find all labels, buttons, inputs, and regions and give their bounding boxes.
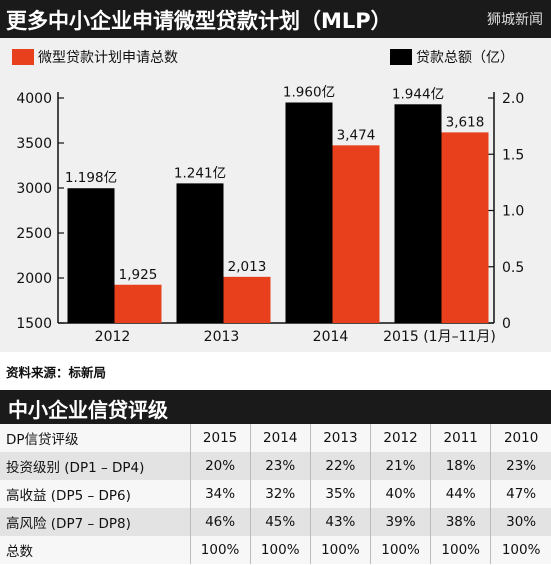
legend-label-applications: 微型贷款计划申请总数: [38, 50, 178, 66]
left-tick-label: 2500: [16, 226, 52, 242]
table-cell: 18%: [430, 452, 491, 480]
bar-loan-total: [394, 104, 442, 323]
table-cell: 22%: [309, 452, 371, 480]
legend-loan-total: 贷款总额（亿）: [390, 47, 514, 67]
table-row: 投资级别 (DP1 – DP4) 20% 23% 22% 21% 18% 23%: [0, 452, 551, 480]
row-label: 投资级别 (DP1 – DP4): [0, 452, 190, 480]
legend-swatch-applications: [12, 49, 34, 65]
bar-loan-total: [67, 188, 115, 323]
table-cell: 44%: [430, 480, 491, 508]
x-tick-label: 2012: [95, 329, 131, 345]
bar-loan-total: [285, 102, 333, 323]
legend-applications: 微型贷款计划申请总数: [12, 47, 178, 67]
data-label-applications: 1,925: [119, 267, 158, 283]
table-cell: 100%: [430, 536, 491, 564]
header-cell: 2013: [309, 424, 371, 452]
title-bar: 更多中小企业申请微型贷款计划（MLP） 狮城新闻: [0, 0, 551, 38]
source-logo: 狮城新闻: [487, 12, 543, 28]
left-tick-label: 2000: [16, 271, 52, 287]
x-tick-label: 2013: [204, 329, 240, 345]
table-cell: 100%: [309, 536, 371, 564]
bar-loan-total: [176, 183, 224, 323]
data-label-applications: 2,013: [228, 259, 267, 275]
left-tick-label: 3500: [16, 136, 52, 152]
table-cell: 100%: [490, 536, 551, 564]
header-cell: 2011: [430, 424, 491, 452]
x-tick-label: 2014: [313, 329, 349, 345]
rating-table: DP信贷评级 2015 2014 2013 2012 2011 2010 投资级…: [0, 424, 551, 564]
row-label: 高收益 (DP5 – DP6): [0, 480, 190, 508]
source-note: 资料来源：标新局: [6, 365, 107, 380]
bar-chart: 1500 2000 2500 3000 3500 4000 0 0.5 1.0 1.5 2.0 1.1…: [16, 85, 524, 346]
header-cell: 2015: [189, 424, 251, 452]
table-cell: 21%: [369, 452, 431, 480]
left-tick-label: 3000: [16, 181, 52, 197]
table-row-total: 总数 100% 100% 100% 100% 100% 100%: [0, 536, 551, 564]
table-header-row: DP信贷评级 2015 2014 2013 2012 2011 2010: [0, 424, 551, 452]
data-label-applications: 3,474: [337, 127, 376, 143]
table-row: 高收益 (DP5 – DP6) 34% 32% 35% 40% 44% 47%: [0, 480, 551, 508]
table-cell: 40%: [369, 480, 431, 508]
header-cell: DP信贷评级: [0, 424, 190, 452]
right-tick-label: 2.0: [502, 91, 524, 107]
data-label-applications: 3,618: [446, 114, 485, 130]
table-cell: 100%: [189, 536, 251, 564]
left-tick-label: 1500: [16, 316, 52, 332]
legend-label-loan-total: 贷款总额（亿）: [416, 50, 514, 66]
table-cell: 38%: [430, 508, 491, 536]
data-label-loan-total: 1.198亿: [65, 170, 117, 186]
header-cell: 2014: [249, 424, 311, 452]
right-tick-label: 0: [502, 316, 511, 332]
data-label-loan-total: 1.241亿: [174, 165, 226, 181]
table-cell: 100%: [249, 536, 311, 564]
header-cell: 2010: [490, 424, 551, 452]
table-cell: 30%: [490, 508, 551, 536]
row-label: 总数: [0, 536, 190, 564]
table-cell: 45%: [249, 508, 311, 536]
right-tick-label: 0.5: [502, 260, 524, 276]
legend-swatch-loan-total: [390, 49, 412, 65]
bar-applications: [441, 132, 489, 323]
table-row: 高风险 (DP7 – DP8) 46% 45% 43% 39% 38% 30%: [0, 508, 551, 536]
table-cell: 35%: [309, 480, 371, 508]
table-cell: 20%: [189, 452, 251, 480]
table-cell: 39%: [369, 508, 431, 536]
right-tick-label: 1.0: [502, 204, 524, 220]
left-tick-label: 4000: [16, 91, 52, 107]
bar-applications: [223, 276, 271, 323]
bar-applications: [114, 284, 162, 323]
table-cell: 46%: [189, 508, 251, 536]
table-cell: 34%: [189, 480, 251, 508]
row-label: 高风险 (DP7 – DP8): [0, 508, 190, 536]
table-cell: 43%: [309, 508, 371, 536]
header-cell: 2012: [369, 424, 431, 452]
data-label-loan-total: 1.960亿: [283, 85, 335, 101]
table-cell: 32%: [249, 480, 311, 508]
bar-applications: [332, 145, 380, 323]
table-cell: 100%: [369, 536, 431, 564]
table-title-bar: 中小企业信贷评级: [0, 390, 551, 424]
chart-title: 更多中小企业申请微型贷款计划（MLP）: [6, 9, 392, 33]
table-cell: 47%: [490, 480, 551, 508]
data-label-loan-total: 1.944亿: [392, 86, 444, 102]
table-title: 中小企业信贷评级: [8, 398, 168, 422]
x-tick-label: 2015 (1月–11月): [383, 329, 496, 345]
right-tick-label: 1.5: [502, 147, 524, 163]
table-cell: 23%: [249, 452, 311, 480]
table-cell: 23%: [490, 452, 551, 480]
